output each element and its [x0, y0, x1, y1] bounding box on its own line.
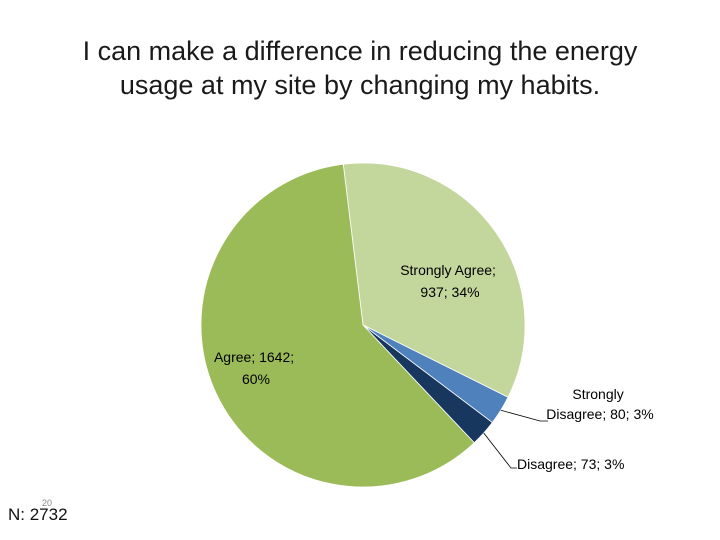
label-strongly-disagree-line-1: Strongly [572, 386, 623, 402]
label-strongly-agree-line-2: 937; 34% [420, 284, 479, 300]
pie-slice-strongly-agree [342, 162, 526, 398]
leader-line-disagree [483, 432, 517, 469]
slide-number: 20 [42, 498, 53, 508]
label-strongly-agree: Strongly Agree; 937; 34% [400, 262, 500, 300]
label-agree-line-1: Agree; 1642; [214, 349, 294, 365]
leader-lines [483, 409, 548, 469]
chart-title-line-2: usage at my site by changing my habits. [119, 70, 601, 100]
chart-title: I can make a difference in reducing the … [40, 34, 680, 102]
sample-size: N: 2732 [8, 505, 68, 524]
leader-line-strongly-disagree [500, 409, 548, 422]
pie-slice-agree [200, 163, 475, 488]
label-disagree: Disagree; 73; 3% [517, 456, 624, 472]
label-agree-line-2: 60% [242, 371, 270, 387]
label-strongly-disagree: Strongly Disagree; 80; 3% [546, 386, 653, 422]
chart-title-line-1: I can make a difference in reducing the … [82, 36, 638, 66]
label-strongly-agree-line-1: Strongly Agree; [400, 262, 496, 278]
label-disagree-line-1: Disagree; 73; 3% [517, 456, 624, 472]
label-strongly-disagree-line-2: Disagree; 80; 3% [546, 406, 653, 422]
label-agree: Agree; 1642; 60% [214, 349, 298, 387]
pie-slices [200, 162, 526, 488]
